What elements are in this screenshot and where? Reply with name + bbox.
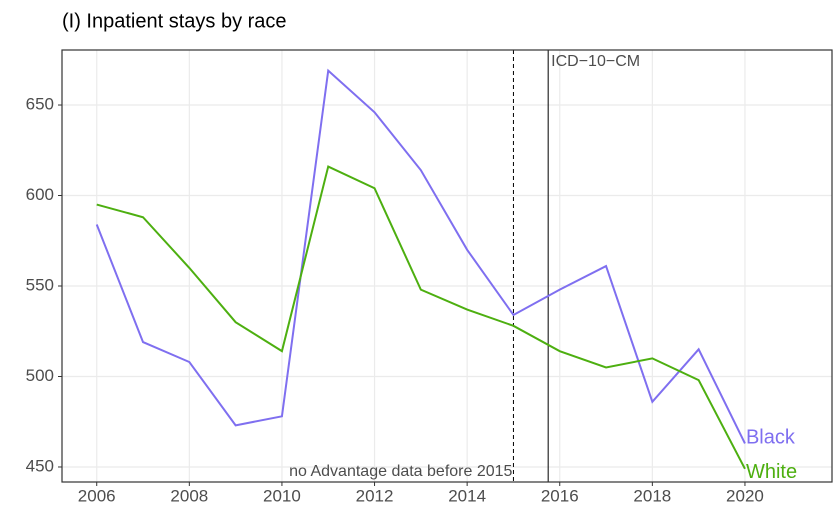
y-tick-label: 650 [26,95,54,114]
series-line [96,165,746,470]
annotation: ICD−10−CM [551,53,640,70]
x-tick-label: 2010 [263,486,301,505]
y-tick-label: 450 [26,456,54,475]
series-label: Black [746,427,796,449]
x-tick-label: 2018 [633,486,671,505]
x-tick-label: 2006 [78,486,116,505]
y-tick-label: 500 [26,366,54,385]
y-tick-label: 550 [26,275,54,294]
x-tick-label: 2008 [170,486,208,505]
plot-border [61,49,833,483]
x-tick-label: 2020 [726,486,764,505]
x-tick-label: 2012 [356,486,394,505]
x-tick-label: 2016 [541,486,579,505]
series-line [95,68,746,444]
x-tick-label: 2014 [448,486,486,505]
y-tick-label: 600 [26,185,54,204]
annotation: no Advantage data before 2015 [289,463,512,480]
series-label: White [746,461,797,483]
chart-title: (I) Inpatient stays by race [62,10,287,32]
